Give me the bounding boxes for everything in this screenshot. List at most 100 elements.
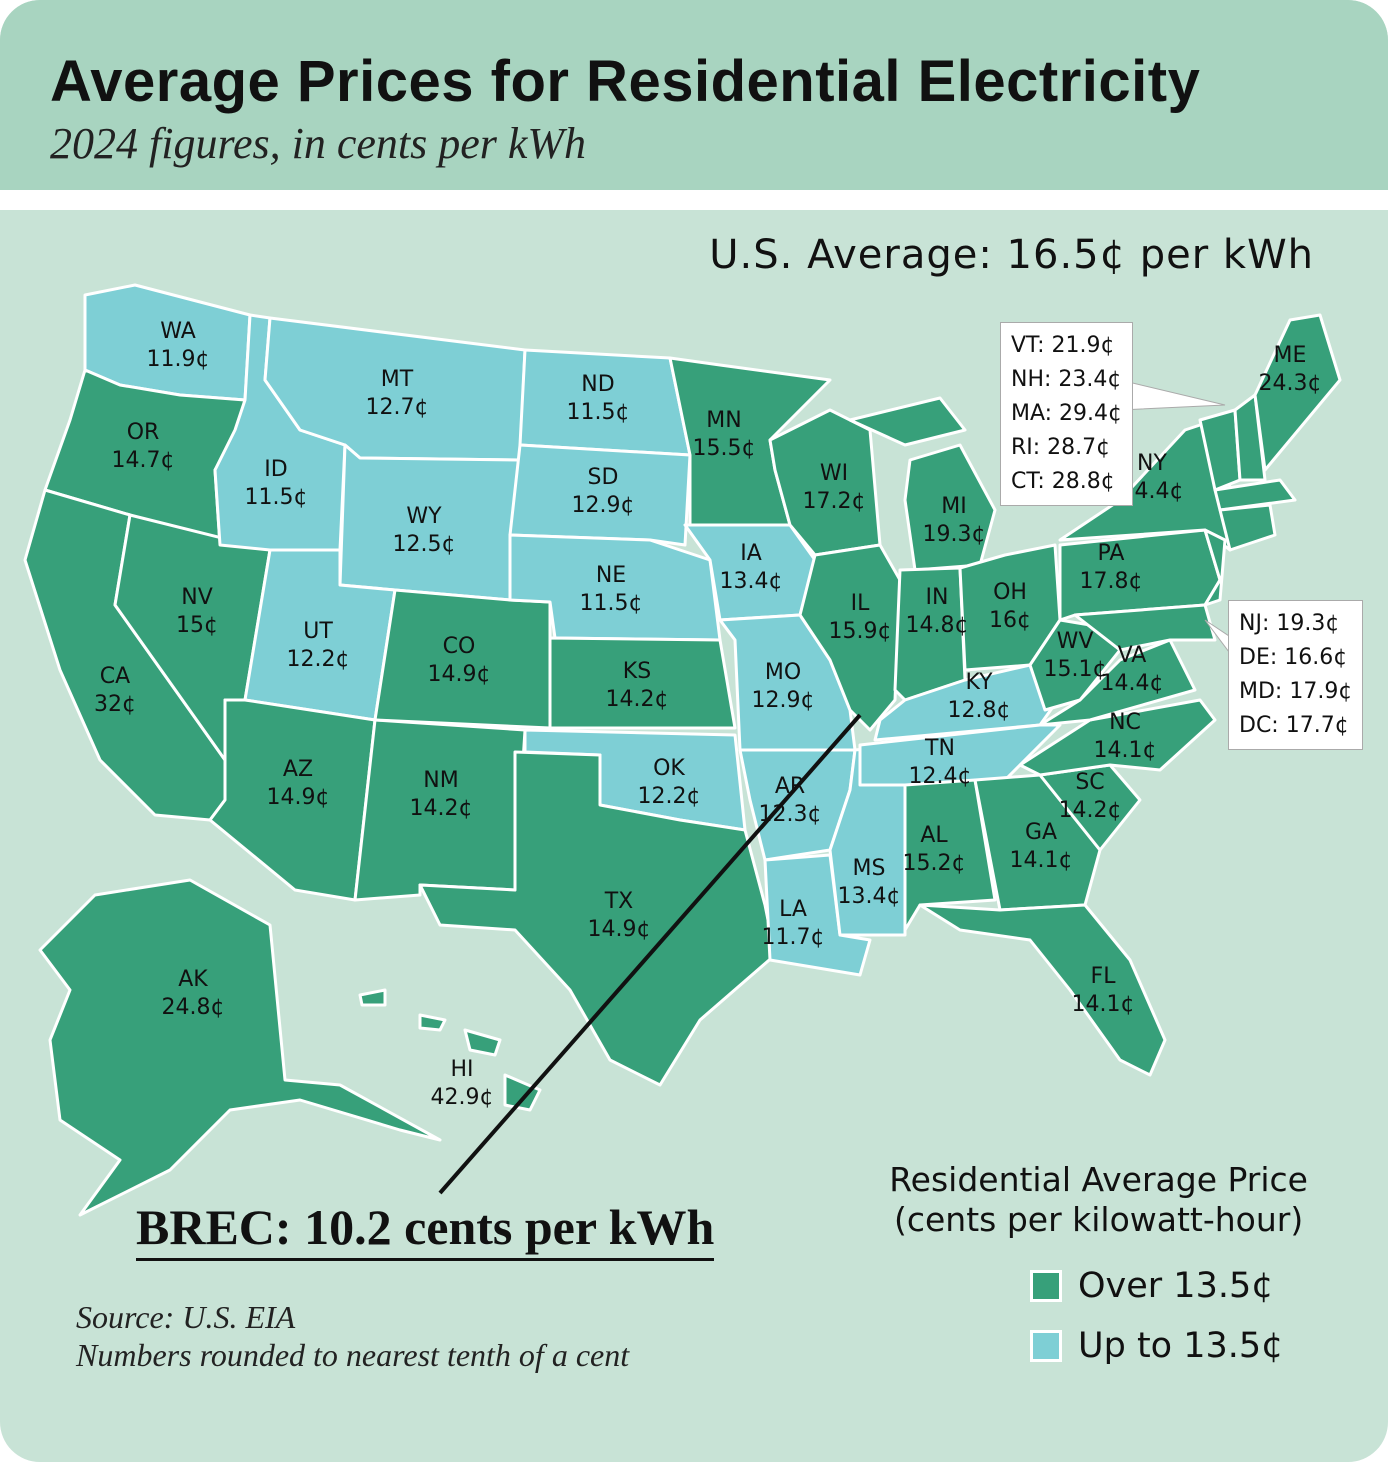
state-price: 24.3¢ (1258, 371, 1322, 396)
state-price: 14.2¢ (605, 687, 669, 712)
callout-northeast: VT: 21.9¢ NH: 23.4¢ MA: 29.4¢ RI: 28.7¢ … (1000, 322, 1134, 506)
state-label-ok: OK 12.2¢ (638, 755, 701, 811)
callout-line: DE: 16.6¢ (1239, 645, 1348, 670)
state-price: 14.7¢ (111, 448, 175, 473)
state-code: AR (774, 774, 806, 799)
brec-price: BREC: 10.2 cents per kWh (136, 1198, 715, 1261)
state-price: 14.2¢ (409, 796, 473, 821)
state-shape-ks (548, 636, 737, 730)
legend-label: Over 13.5¢ (1078, 1266, 1274, 1306)
state-shape-hi1 (503, 1073, 542, 1112)
state-code: PA (1097, 541, 1125, 566)
page-title: Average Prices for Residential Electrici… (50, 49, 1201, 114)
state-price: 12.8¢ (947, 698, 1011, 723)
state-label-ak: AK 24.8¢ (162, 966, 225, 1022)
state-shape-ga (973, 773, 1102, 912)
state-price: 12.2¢ (637, 784, 701, 809)
state-label-wa: WA 11.9¢ (147, 318, 210, 374)
state-label-or: OR 14.7¢ (112, 419, 175, 475)
state-code: MO (764, 660, 802, 685)
state-code: AL (920, 823, 948, 848)
state-shape-md (1073, 603, 1217, 652)
state-label-ar: AR 12.3¢ (759, 773, 822, 829)
state-price: 11.5¢ (579, 591, 643, 616)
state-code: ND (581, 372, 615, 397)
state-shape-il (798, 543, 902, 732)
state-label-nc: NC 14.1¢ (1094, 709, 1157, 765)
state-shape-fl (918, 903, 1167, 1077)
state-price: 14.9¢ (266, 785, 330, 810)
state-shape-ak (38, 878, 442, 1217)
state-label-mt: MT 12.7¢ (366, 366, 429, 422)
state-code: ID (264, 457, 288, 482)
callout-line: CT: 28.8¢ (1011, 469, 1115, 494)
callout-line: MA: 29.4¢ (1011, 401, 1123, 426)
legend-item-under: Up to 13.5¢ (1030, 1326, 1283, 1366)
legend-swatch-over (1030, 1270, 1062, 1302)
state-price: 14.1¢ (1071, 992, 1135, 1017)
state-price: 11.7¢ (761, 925, 825, 950)
state-price: 12.9¢ (571, 493, 635, 518)
state-shape-hi3 (418, 1013, 447, 1032)
state-label-wv: WV 15.1¢ (1044, 628, 1107, 684)
state-code: NM (423, 768, 459, 793)
state-label-pa: PA 17.8¢ (1080, 540, 1143, 596)
state-shape-hi2 (463, 1028, 502, 1057)
state-code: OH (993, 580, 1027, 605)
state-price: 14.8¢ (905, 613, 969, 638)
state-shape-tx (418, 750, 777, 1087)
state-code: WI (819, 461, 849, 486)
state-code: IL (850, 591, 870, 616)
legend-subtitle-line: (cents per kilowatt-hour) (893, 1200, 1304, 1239)
state-code: OK (653, 756, 685, 781)
state-label-sc: SC 14.2¢ (1059, 769, 1122, 825)
state-label-me: ME 24.3¢ (1259, 342, 1322, 398)
state-label-fl: FL 14.1¢ (1072, 963, 1135, 1019)
state-code: MI (941, 494, 967, 519)
state-price: 15.5¢ (692, 436, 756, 461)
state-code: CA (99, 664, 131, 689)
state-label-co: CO 14.9¢ (428, 633, 491, 689)
state-code: TN (925, 736, 955, 761)
header-band (0, 0, 1388, 190)
divider (0, 190, 1388, 210)
callout-line: DC: 17.7¢ (1239, 713, 1349, 738)
state-price: 12.9¢ (751, 688, 815, 713)
state-price: 12.4¢ (908, 764, 972, 789)
state-label-va: VA 14.4¢ (1101, 642, 1164, 698)
state-price: 16¢ (989, 608, 1031, 633)
state-shape-nc (1018, 698, 1217, 777)
state-code: WV (1056, 629, 1094, 654)
state-code: NV (181, 585, 213, 610)
page-subtitle: 2024 figures, in cents per kWh (50, 119, 587, 168)
state-label-wy: WY 12.5¢ (393, 503, 456, 559)
state-label-il: IL 15.9¢ (829, 590, 892, 646)
callout-line: MD: 17.9¢ (1239, 679, 1353, 704)
state-code: NC (1109, 710, 1141, 735)
state-label-al: AL 15.2¢ (903, 822, 966, 878)
state-price: 15.1¢ (1043, 657, 1107, 682)
state-price: 24.8¢ (161, 995, 225, 1020)
state-shape-miup (848, 396, 967, 447)
callout-line: VT: 21.9¢ (1011, 333, 1115, 358)
state-price: 17.2¢ (802, 489, 866, 514)
legend-title: Residential Average Price (cents per kil… (889, 1160, 1308, 1240)
state-price: 15.9¢ (828, 619, 892, 644)
state-shape-nj (1203, 528, 1227, 607)
state-code: SC (1075, 770, 1105, 795)
state-label-mi: MI 19.3¢ (923, 493, 986, 549)
state-shape-al (903, 778, 997, 932)
state-code: MN (706, 408, 742, 433)
state-label-tn: TN 12.4¢ (909, 735, 972, 791)
state-code: FL (1090, 964, 1116, 989)
state-code: OR (126, 420, 160, 445)
state-label-wi: WI 17.2¢ (803, 460, 866, 516)
state-price: 14.9¢ (427, 662, 491, 687)
legend-label: Up to 13.5¢ (1078, 1326, 1284, 1366)
state-label-tx: TX 14.9¢ (588, 888, 651, 944)
callout-line: NH: 23.4¢ (1011, 367, 1122, 392)
state-label-ms: MS 13.4¢ (838, 855, 901, 911)
state-code: VA (1117, 643, 1147, 668)
state-label-ia: IA 13.4¢ (720, 540, 783, 596)
